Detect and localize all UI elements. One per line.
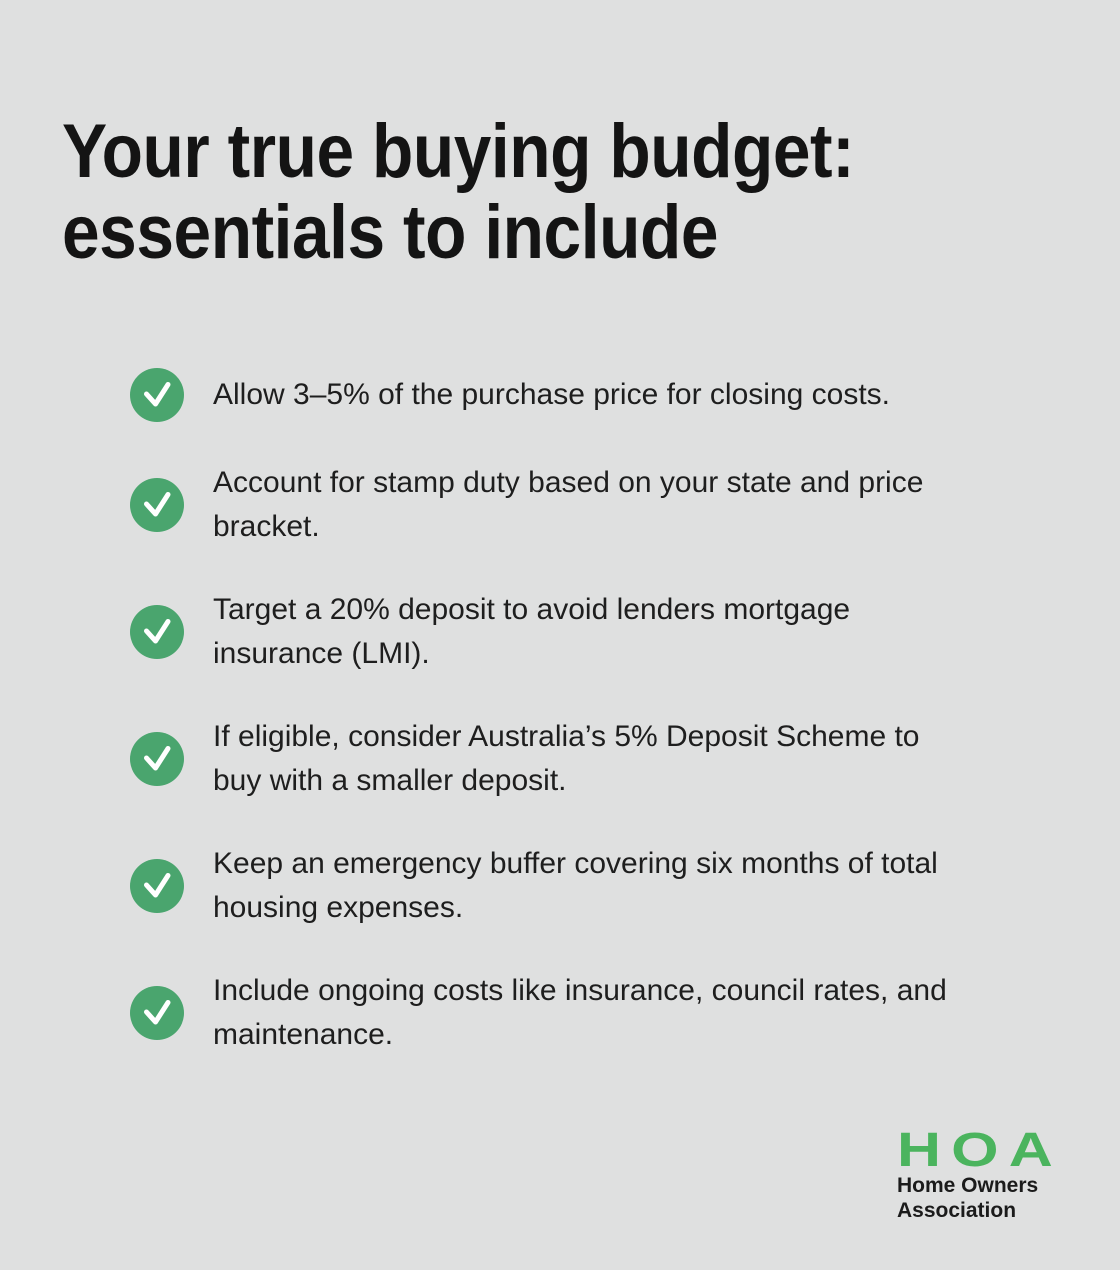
checklist: Allow 3–5% of the purchase price for clo… [130, 368, 1060, 1057]
check-circle-icon [130, 859, 184, 913]
checklist-item: Include ongoing costs like insurance, co… [130, 969, 1060, 1057]
hoa-logo-acronym: HOA [897, 1124, 1063, 1177]
checklist-item-text: Account for stamp duty based on your sta… [213, 466, 924, 543]
check-circle-icon [130, 732, 184, 786]
hoa-logo-name: Home Owners Association [897, 1174, 1039, 1222]
checklist-item-text: Keep an emergency buffer covering six mo… [213, 847, 938, 924]
check-circle-icon [130, 368, 184, 422]
checklist-item-text: Target a 20% deposit to avoid lenders mo… [213, 593, 851, 670]
checklist-item: Target a 20% deposit to avoid lenders mo… [130, 588, 1060, 676]
checklist-item: Keep an emergency buffer covering six mo… [130, 842, 1060, 930]
checklist-item: Account for stamp duty based on your sta… [130, 461, 1060, 549]
checklist-item-text: Include ongoing costs like insurance, co… [213, 974, 947, 1051]
checklist-item-text: If eligible, consider Australia’s 5% Dep… [213, 720, 920, 797]
checklist-item-text: Allow 3–5% of the purchase price for clo… [213, 378, 891, 411]
checklist-item: If eligible, consider Australia’s 5% Dep… [130, 715, 1060, 803]
hoa-logo: HOA Home Owners Association [897, 1127, 1053, 1223]
check-circle-icon [130, 986, 184, 1040]
checklist-item: Allow 3–5% of the purchase price for clo… [130, 368, 1060, 422]
check-circle-icon [130, 605, 184, 659]
check-circle-icon [130, 478, 184, 532]
page-title: Your true buying budget: essentials to i… [62, 109, 855, 275]
